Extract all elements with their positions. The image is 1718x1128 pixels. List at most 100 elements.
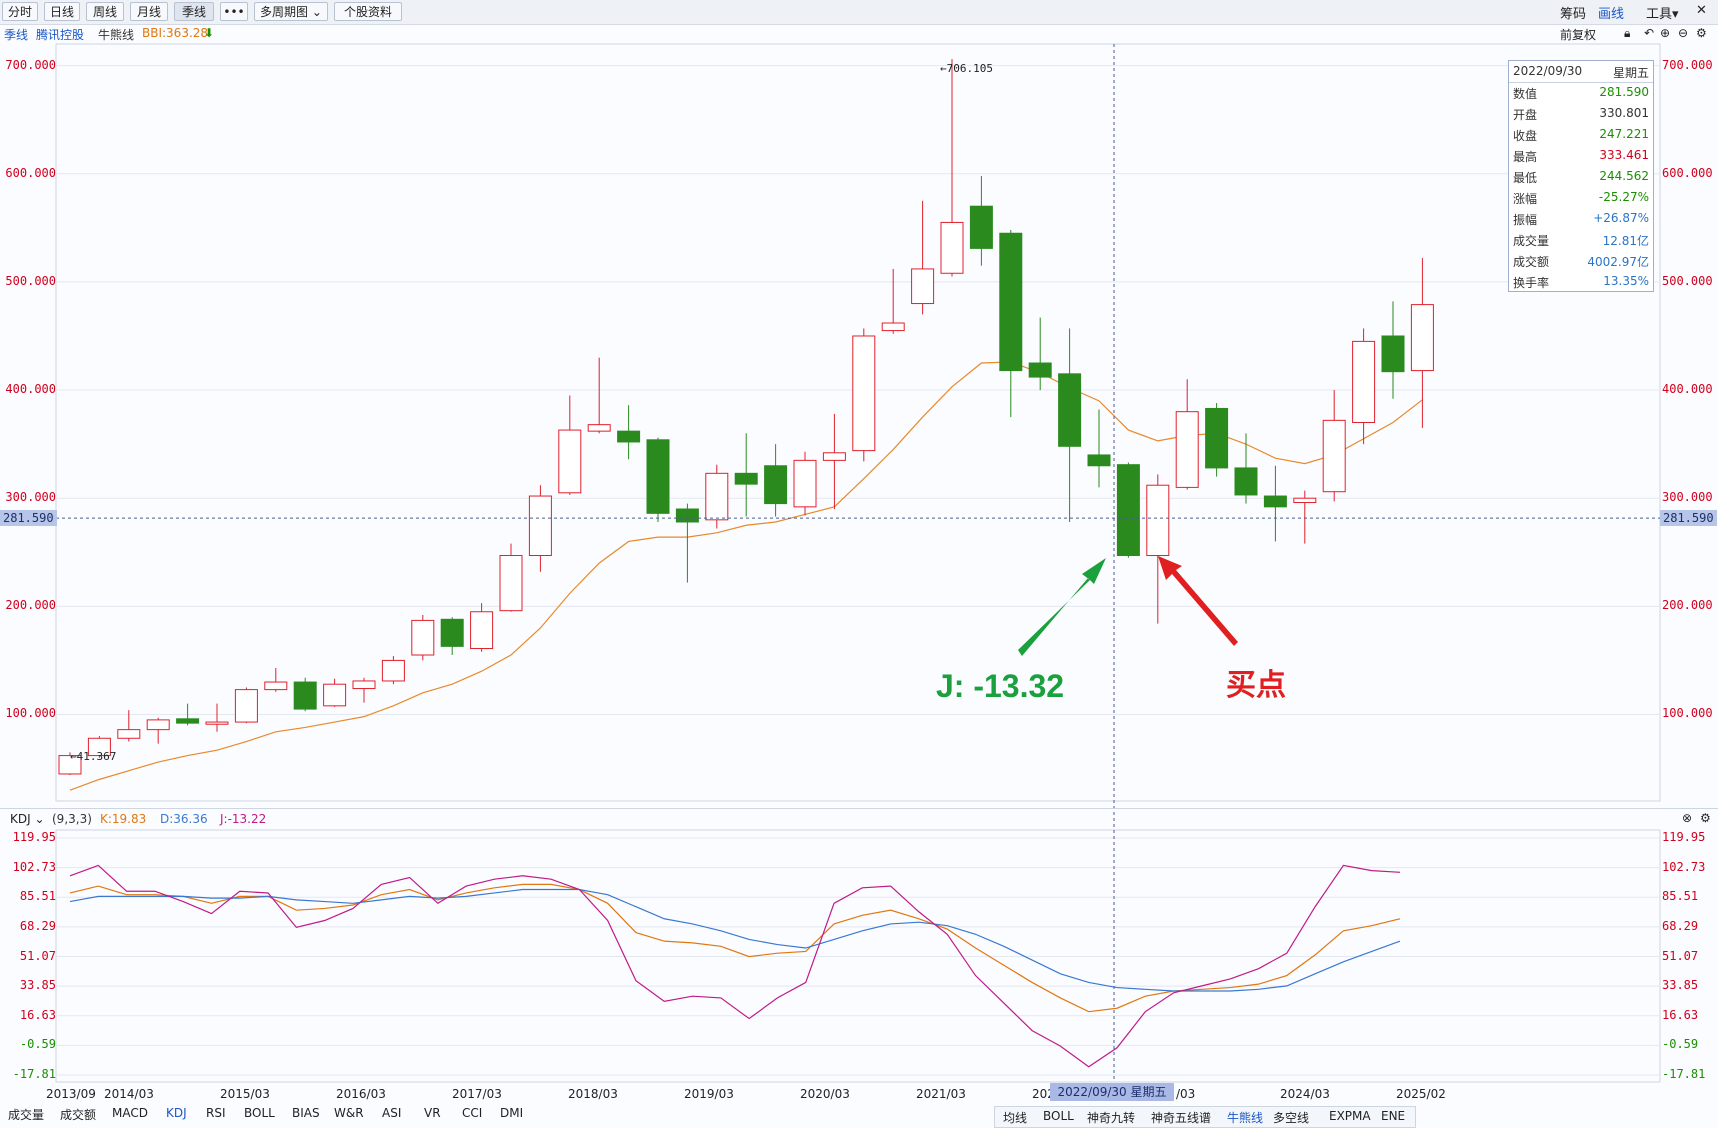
- kdj-j-line: [69, 864, 1401, 1068]
- multi-period-dropdown[interactable]: 多周期图 ⌄: [254, 2, 328, 21]
- databox-value: -25.27%: [1598, 190, 1649, 204]
- overlay-tab[interactable]: 多空线: [1273, 1111, 1310, 1125]
- indicator-tab[interactable]: RSI: [206, 1106, 226, 1120]
- indicator-tab[interactable]: ASI: [382, 1106, 402, 1120]
- candle: [205, 703, 229, 732]
- indicator-tab[interactable]: 成交量: [8, 1108, 45, 1122]
- stock-profile-button[interactable]: 个股资料: [334, 2, 402, 21]
- chevron-down-icon: ⌄: [311, 5, 322, 19]
- databox-value: 333.461: [1599, 148, 1649, 162]
- candle-body: [1175, 411, 1199, 488]
- kdj-tick-right: 119.95: [1662, 830, 1706, 844]
- price-tick-left: 700.000: [5, 57, 56, 72]
- kdj-gridlines: [56, 837, 1660, 1076]
- overlay-tab[interactable]: 牛熊线: [1227, 1111, 1264, 1125]
- tools-label: 工具: [1646, 7, 1673, 22]
- overlay-tab[interactable]: EXPMA: [1329, 1109, 1371, 1123]
- stock-name[interactable]: 腾讯控股: [36, 28, 85, 42]
- candle: [1087, 409, 1111, 488]
- undo-icon[interactable]: ↶: [1644, 26, 1655, 40]
- indicator-tab[interactable]: BOLL: [244, 1106, 275, 1120]
- indicator-name[interactable]: 牛熊线: [98, 28, 135, 42]
- kdj-tick-right: -0.59: [1662, 1037, 1699, 1052]
- candle: [1322, 390, 1346, 502]
- overlay-tab[interactable]: ENE: [1381, 1109, 1406, 1123]
- candle-body: [176, 718, 200, 724]
- databox-header: 2022/09/30 星期五: [1509, 61, 1653, 83]
- arrow-down-icon: ⬇: [204, 26, 215, 40]
- kdj-tick-left: 85.51: [19, 889, 56, 904]
- candle: [323, 678, 347, 707]
- overlay-tab[interactable]: BOLL: [1043, 1109, 1074, 1123]
- period-label: 季线: [4, 28, 29, 42]
- databox-key: 开盘: [1513, 108, 1538, 122]
- overlay-tab[interactable]: 神奇五线谱: [1151, 1111, 1212, 1125]
- indicator-tab[interactable]: CCI: [462, 1106, 483, 1120]
- multi-period-label: 多周期图: [260, 5, 309, 19]
- stock-info-bar: 季线 腾讯控股 牛熊线 BBI:363.28 ⬇ 前复权 🔒︎ ↶ ⊕ ⊖ ⚙: [0, 24, 1718, 44]
- indicator-tab[interactable]: BIAS: [292, 1106, 320, 1120]
- indicator-tab[interactable]: 成交额: [60, 1108, 97, 1122]
- tools-dropdown[interactable]: 工具▾: [1646, 3, 1679, 22]
- kdj-params[interactable]: (9,3,3): [52, 812, 92, 826]
- panel-settings-icon[interactable]: ⚙: [1700, 811, 1711, 825]
- candle-body: [1087, 454, 1111, 467]
- candle: [499, 543, 523, 612]
- candle-body: [911, 268, 935, 305]
- candle: [411, 614, 435, 661]
- candle: [558, 395, 582, 495]
- candle: [1234, 433, 1258, 504]
- indicator-tab[interactable]: VR: [424, 1106, 441, 1120]
- period-monthly-button[interactable]: 月线: [130, 2, 168, 21]
- x-tick-label: 2017/03: [452, 1087, 502, 1101]
- indicator-tab[interactable]: DMI: [500, 1106, 524, 1120]
- close-window-icon[interactable]: ✕: [1696, 3, 1707, 18]
- candle-body: [440, 618, 464, 647]
- kdj-tick-right: 16.63: [1662, 1007, 1699, 1022]
- kdj-d-value: D:36.36: [160, 812, 208, 826]
- period-fenshi-button[interactable]: 分时: [2, 2, 38, 21]
- indicator-tab[interactable]: W&R: [334, 1106, 364, 1120]
- candle: [1352, 328, 1376, 445]
- candle: [1028, 317, 1052, 391]
- databox-key: 换手率: [1513, 276, 1550, 290]
- red-arrow: [1158, 556, 1238, 646]
- chouma-button[interactable]: 筹码: [1560, 7, 1587, 22]
- overlay-tab[interactable]: 神奇九转: [1087, 1111, 1136, 1125]
- indicator-tabs: 成交量 成交额 MACD KDJ RSI BOLL BIAS W&R ASI VR CCI DMI: [0, 1106, 560, 1126]
- overlay-tab[interactable]: 均线: [1003, 1111, 1028, 1125]
- zoom-in-icon[interactable]: ⊕: [1660, 26, 1671, 40]
- period-weekly-button[interactable]: 周线: [86, 2, 124, 21]
- period-daily-button[interactable]: 日线: [44, 2, 80, 21]
- draw-line-button[interactable]: 画线: [1598, 7, 1625, 22]
- more-button[interactable]: •••: [220, 2, 248, 21]
- candle-body: [293, 681, 317, 710]
- zoom-out-icon[interactable]: ⊖: [1678, 26, 1689, 40]
- close-panel-icon[interactable]: ⊗: [1682, 811, 1693, 825]
- databox-key: 数值: [1513, 87, 1538, 101]
- candle: [705, 464, 729, 529]
- kdj-name: KDJ: [10, 812, 31, 826]
- candle: [1175, 379, 1199, 490]
- kdj-j-value: J:-13.22: [220, 812, 267, 826]
- kdj-tick-right: 33.85: [1662, 978, 1699, 993]
- fuquan-button[interactable]: 前复权: [1560, 28, 1597, 42]
- price-tick-right: 500.000: [1662, 273, 1713, 288]
- candle: [1263, 465, 1287, 542]
- candle-body: [470, 611, 494, 650]
- candle-body: [87, 737, 111, 757]
- j-value-annotation: J: -13.32: [936, 668, 1065, 704]
- databox-date: 2022/09/30: [1513, 64, 1583, 78]
- kdj-indicator-dropdown[interactable]: KDJ ⌄: [10, 812, 45, 826]
- databox-value: 12.81亿: [1602, 234, 1649, 248]
- period-quarterly-button[interactable]: 季线: [174, 2, 214, 21]
- indicator-tab[interactable]: MACD: [112, 1106, 148, 1120]
- databox-row: 最低 244.562: [1509, 166, 1653, 187]
- indicator-tab[interactable]: KDJ: [166, 1106, 187, 1120]
- candle: [969, 175, 993, 266]
- candle-body: [675, 508, 699, 523]
- price-tick-right: 200.000: [1662, 598, 1713, 613]
- lock-icon[interactable]: 🔒︎: [1624, 26, 1631, 40]
- settings-gear-icon[interactable]: ⚙: [1696, 26, 1707, 40]
